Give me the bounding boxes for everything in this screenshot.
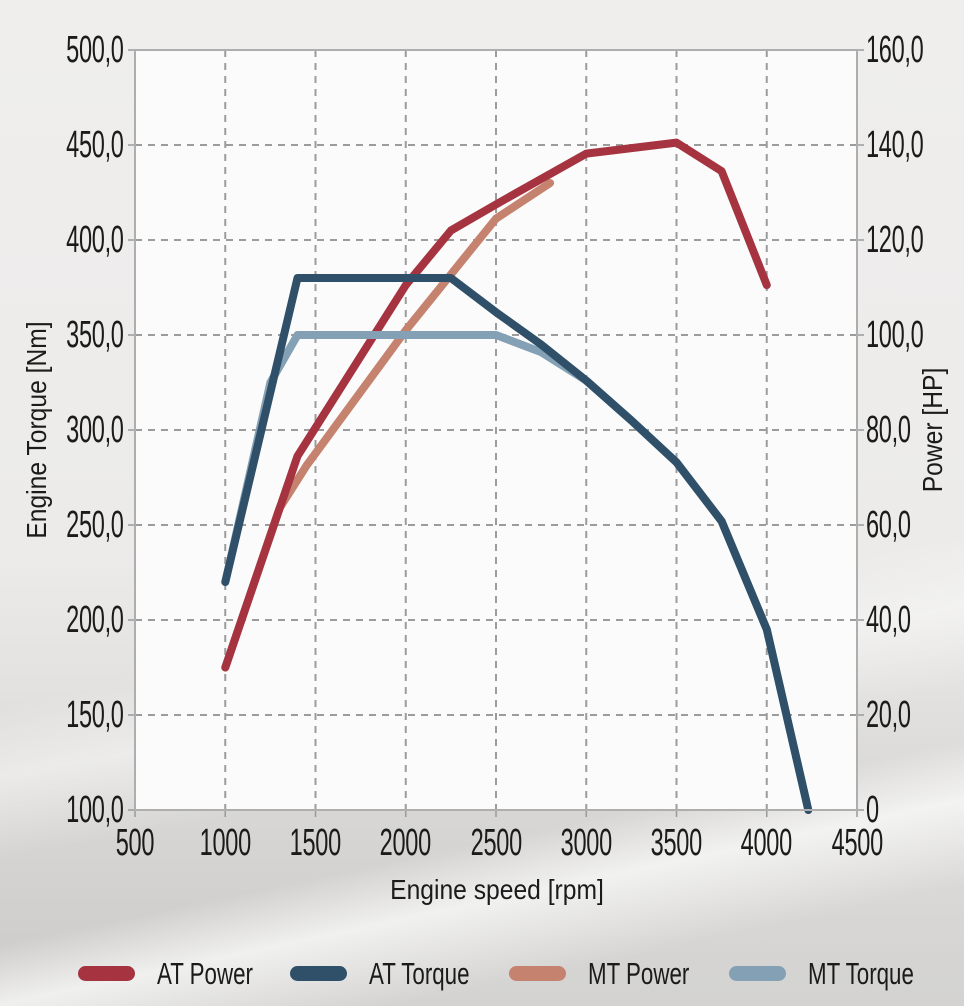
- x-axis-title: Engine speed [rpm]: [390, 874, 604, 905]
- x-axis-tick-label: 500: [115, 822, 155, 864]
- right-axis-tick-label: 100,0: [866, 314, 924, 356]
- right-axis-tick-label: 20,0: [866, 694, 911, 736]
- left-axis-tick-label: 350,0: [66, 314, 125, 356]
- legend: AT Power AT Torque MT Power MT Torque: [78, 952, 924, 994]
- series-line-at-power: [221, 138, 771, 672]
- y-axis-title-power: Power [HP]: [917, 367, 948, 493]
- legend-swatch: [78, 965, 135, 981]
- x-axis-tick-label: 1000: [199, 822, 251, 864]
- series-line-at-torque: [221, 274, 813, 814]
- x-axis-tick-label: 3000: [560, 822, 612, 864]
- legend-label: AT Torque: [369, 955, 470, 991]
- legend-item-mt-power: MT Power: [508, 955, 729, 991]
- x-axis-tick-label: 2500: [470, 822, 522, 864]
- left-axis-tick-label: 250,0: [66, 504, 125, 546]
- left-axis-tick-label: 150,0: [66, 694, 125, 736]
- x-axis-tick-label: 4000: [741, 822, 793, 864]
- right-axis-tick-label: 80,0: [866, 409, 911, 451]
- right-axis-tick-label: 140,0: [866, 124, 924, 166]
- x-axis-tick-label: 4500: [831, 822, 883, 864]
- legend-item-at-torque: AT Torque: [290, 958, 509, 989]
- y-axis-title-torque: Engine Torque [Nm]: [21, 321, 52, 539]
- legend-swatch: [290, 965, 348, 981]
- left-axis-tick-label: 200,0: [66, 599, 125, 641]
- legend-label: AT Power: [157, 955, 253, 991]
- right-axis-tick-label: 40,0: [866, 599, 911, 641]
- x-axis-tick-label: 2000: [380, 822, 432, 864]
- right-axis-tick-label: 0: [866, 789, 879, 831]
- right-axis-tick-label: 160,0: [866, 29, 924, 71]
- left-axis-tick-label: 300,0: [66, 409, 125, 451]
- legend-item-mt-torque: MT Torque: [728, 955, 955, 991]
- plot-border: [134, 49, 858, 811]
- right-axis-tick-label: 120,0: [866, 219, 924, 261]
- left-axis-tick-label: 400,0: [66, 219, 125, 261]
- right-axis-tick-label: 60,0: [866, 504, 911, 546]
- legend-swatch: [728, 965, 786, 981]
- legend-item-at-power: AT Power: [78, 958, 290, 989]
- x-axis-tick-label: 1500: [289, 822, 342, 864]
- left-axis-tick-label: 100,0: [66, 789, 125, 831]
- x-axis-tick-label: 3500: [650, 822, 703, 864]
- legend-label: MT Torque: [807, 955, 914, 991]
- legend-swatch: [508, 965, 566, 981]
- left-axis-tick-label: 450,0: [66, 124, 125, 166]
- left-axis-tick-label: 500,0: [66, 29, 125, 71]
- legend-label: MT Power: [587, 955, 690, 991]
